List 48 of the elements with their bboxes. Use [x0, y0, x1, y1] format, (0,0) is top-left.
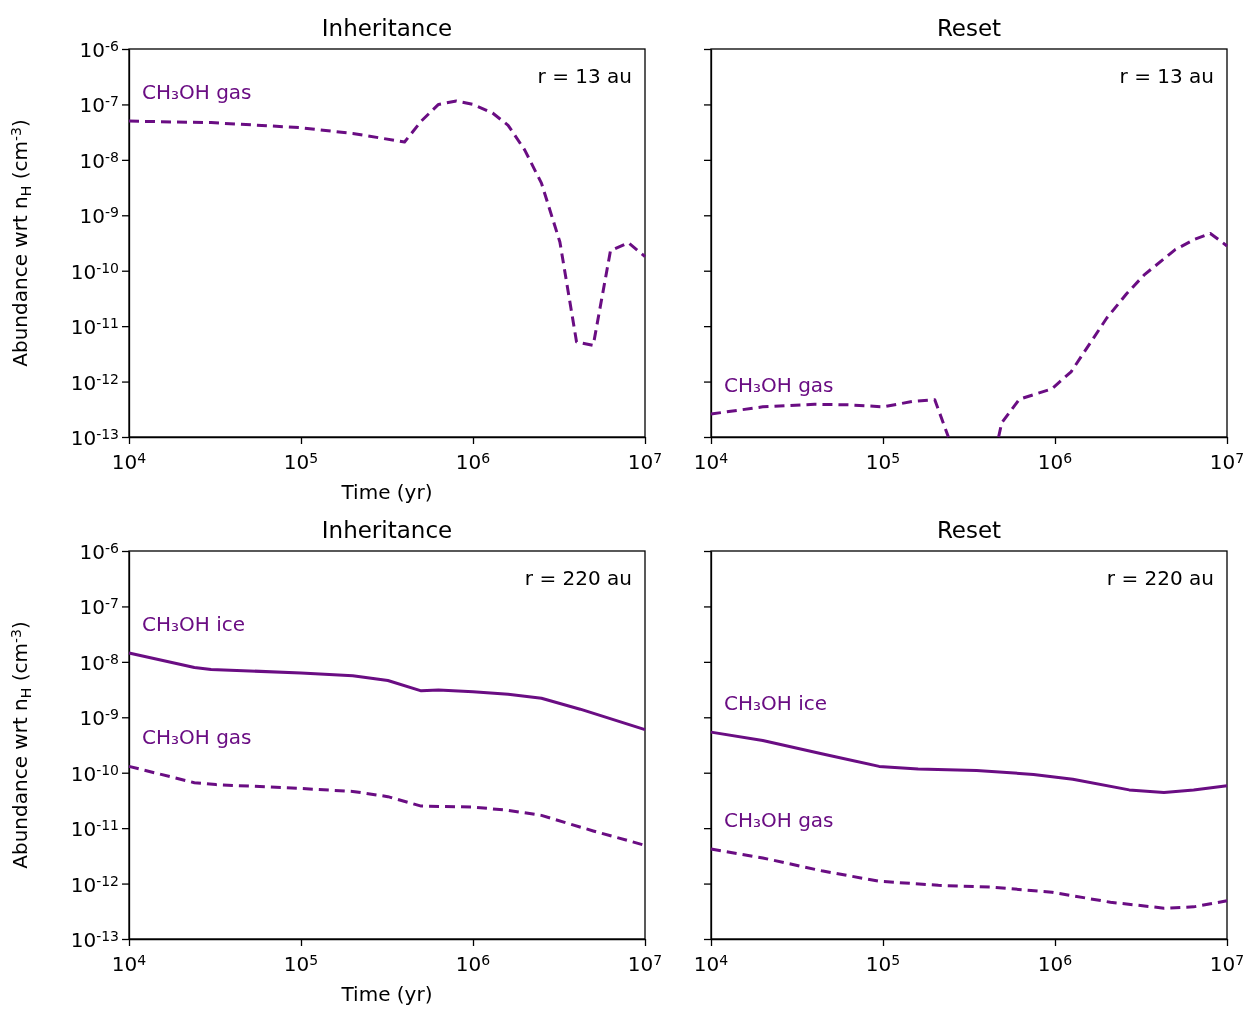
x-tick-label: 10$^{5}$	[865, 951, 901, 976]
series-label: CH₃OH gas	[724, 808, 834, 833]
x-tick-label: 10$^{7}$	[1209, 449, 1245, 474]
x-tick-label: 10$^{7}$	[627, 951, 663, 976]
y-tick-label: 10$^{-9}$	[79, 203, 119, 229]
series-label: CH₃OH gas	[142, 80, 252, 105]
x-tick-label: 10$^{7}$	[1209, 951, 1245, 976]
y-tick-label: 10$^{-12}$	[70, 872, 119, 897]
x-tick-label: 10$^{5}$	[865, 449, 901, 474]
x-axis-title: Time (yr)	[340, 480, 433, 504]
x-tick-label: 10$^{5}$	[283, 951, 319, 976]
annotation: r = 13 au	[537, 64, 632, 88]
x-axis-title: Time (yr)	[340, 982, 433, 1006]
annotation: r = 13 au	[1119, 64, 1214, 88]
x-tick-label: 10$^{6}$	[455, 449, 491, 474]
chart-title: Reset	[936, 15, 1002, 41]
series-label: CH₃OH gas	[724, 373, 834, 397]
x-tick-label: 10$^{4}$	[111, 449, 147, 474]
x-tick-label: 10$^{6}$	[1037, 449, 1073, 474]
y-tick-label: 10$^{-7}$	[79, 93, 119, 118]
y-tick-label: 10$^{-9}$	[79, 705, 119, 731]
series-label: CH₃OH ice	[724, 691, 828, 716]
y-tick-label: 10$^{-7}$	[79, 595, 119, 620]
y-tick-label: 10$^{-10}$	[70, 761, 119, 786]
y-tick-label: 10$^{-8}$	[79, 148, 119, 173]
y-tick-label: 10$^{-8}$	[79, 650, 119, 675]
chart-title: Inheritance	[321, 517, 453, 543]
y-tick-label: 10$^{-11}$	[70, 314, 119, 340]
annotation: r = 220 au	[1106, 566, 1214, 590]
chart-title: Inheritance	[321, 15, 453, 41]
annotation: r = 220 au	[524, 566, 632, 590]
x-tick-label: 10$^{4}$	[693, 449, 729, 474]
x-tick-label: 10$^{6}$	[1037, 951, 1073, 976]
y-tick-label: 10$^{-13}$	[70, 927, 119, 952]
x-tick-label: 10$^{4}$	[693, 951, 729, 976]
series-label: CH₃OH gas	[142, 725, 252, 750]
y-tick-label: 10$^{-6}$	[79, 539, 120, 564]
x-tick-label: 10$^{4}$	[111, 951, 147, 976]
y-tick-label: 10$^{-12}$	[70, 370, 119, 395]
y-tick-label: 10$^{-13}$	[70, 425, 119, 450]
y-tick-label: 10$^{-6}$	[79, 37, 120, 62]
chart-title: Reset	[936, 517, 1002, 543]
x-tick-label: 10$^{5}$	[283, 449, 319, 474]
series-label: CH₃OH ice	[142, 611, 246, 636]
x-tick-label: 10$^{7}$	[627, 449, 663, 474]
y-tick-label: 10$^{-11}$	[70, 816, 119, 842]
x-tick-label: 10$^{6}$	[455, 951, 491, 976]
y-tick-label: 10$^{-10}$	[70, 259, 119, 284]
